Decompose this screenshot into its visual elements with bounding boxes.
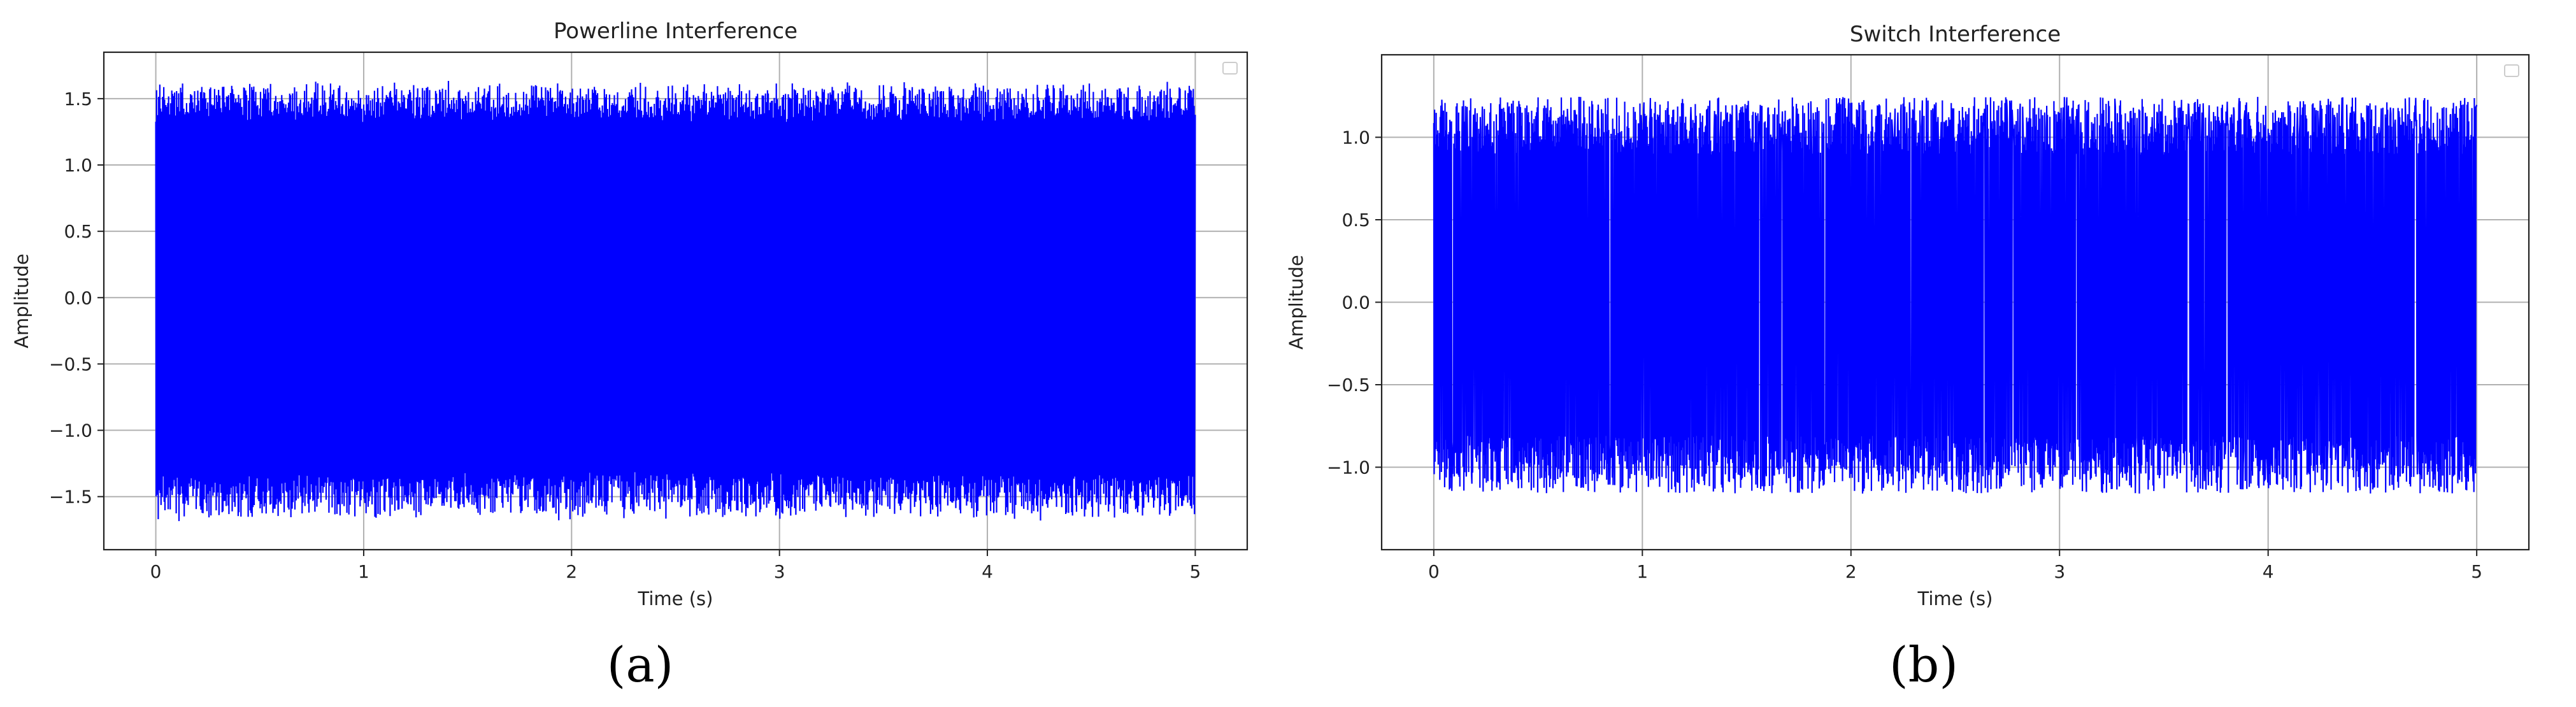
x-tick-label: 4 [982, 561, 993, 582]
x-tick-label: 1 [1636, 561, 1648, 582]
switch-interference-chart: 0 1 2 3 4 5 −1.0 −0.5 0.0 0.5 1.0 Switch Interfere… [1285, 22, 2530, 693]
y-tick-label: −0.5 [1327, 375, 1370, 396]
y-tick-label: −1.0 [49, 420, 92, 441]
signal-line [1433, 96, 2478, 494]
axis-ticks: 0 1 2 3 4 5 −1.0 −0.5 0.0 0.5 1.0 [1327, 127, 2482, 583]
x-axis-label: Time (s) [638, 588, 713, 610]
y-axis-label: Amplitude [11, 254, 32, 348]
y-tick-label: −1.5 [49, 487, 92, 508]
axis-ticks: 0 1 2 3 4 5 −1.5 −1.0 −0.5 0.0 0.5 1.0 1.5 [49, 89, 1201, 582]
y-tick-label: 0.0 [1342, 292, 1370, 313]
chart-title: Switch Interference [1850, 22, 2061, 47]
panel-label: (a) [607, 636, 674, 693]
x-tick-label: 4 [2263, 561, 2274, 582]
x-tick-label: 1 [358, 561, 369, 582]
y-tick-label: −1.0 [1327, 457, 1370, 478]
x-tick-label: 5 [2471, 561, 2482, 582]
y-tick-label: 0.0 [64, 287, 92, 308]
x-tick-label: 5 [1189, 561, 1201, 582]
x-tick-label: 2 [566, 561, 577, 582]
y-tick-label: 1.0 [64, 155, 92, 176]
x-axis-label: Time (s) [1917, 588, 1993, 610]
y-tick-label: 0.5 [1342, 210, 1370, 231]
y-axis-label: Amplitude [1285, 255, 1307, 350]
signal-trace [1433, 96, 2478, 494]
y-tick-label: −0.5 [49, 354, 92, 375]
x-tick-label: 0 [1428, 561, 1440, 582]
y-tick-label: 1.5 [64, 89, 92, 110]
plot-frame [103, 51, 1249, 551]
x-tick-label: 0 [150, 561, 162, 582]
signal-line [155, 80, 1196, 522]
panel-label: (b) [1889, 636, 1958, 693]
y-tick-label: 1.0 [1342, 127, 1370, 148]
signal-trace [155, 80, 1196, 522]
legend-box [2504, 64, 2519, 77]
chart-title: Powerline Interference [554, 18, 798, 44]
legend-box [1222, 62, 1238, 75]
y-tick-label: 0.5 [64, 221, 92, 242]
x-tick-label: 2 [1845, 561, 1857, 582]
x-tick-label: 3 [774, 561, 785, 582]
x-tick-label: 3 [2054, 561, 2065, 582]
powerline-interference-chart: 0 1 2 3 4 5 −1.5 −1.0 −0.5 0.0 0.5 1.0 1.5 Powerline… [11, 18, 1249, 693]
